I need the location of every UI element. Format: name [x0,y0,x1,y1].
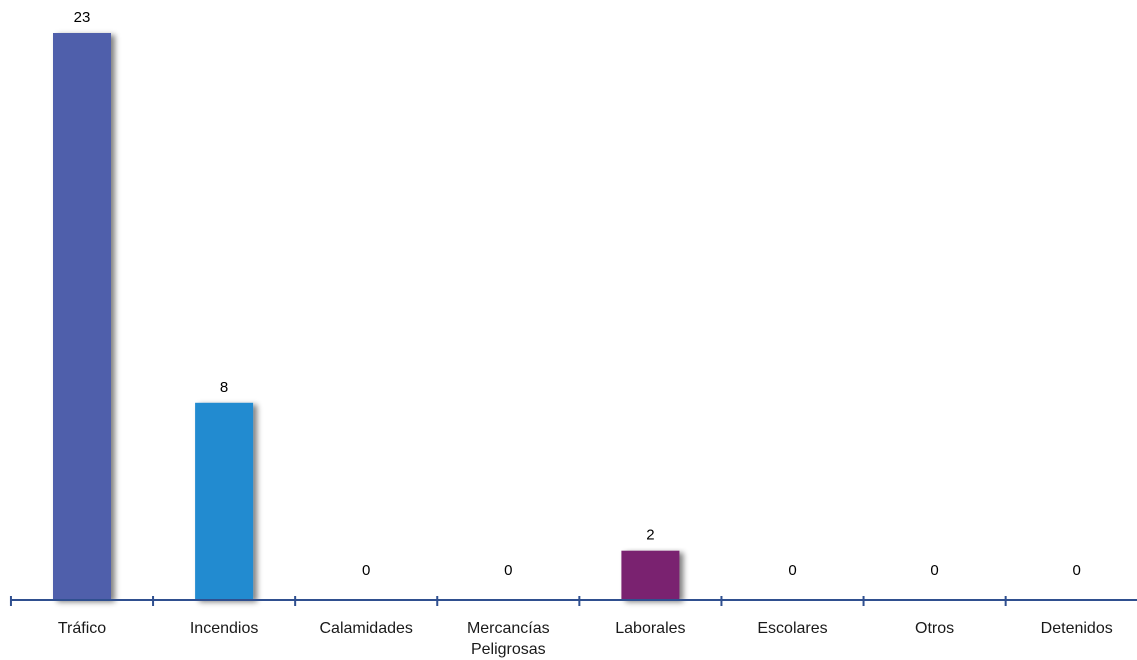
category-label-calamidades: Calamidades [320,620,413,637]
value-label-trafico: 23 [74,9,91,26]
value-label-detenidos: 0 [1073,562,1081,579]
x-axis [9,596,1137,606]
category-labels-layer: Tráfico Incendios Calamidades Mercancías Pel… [58,620,1113,658]
value-labels-layer: 23 8 0 0 2 0 0 0 [74,9,1081,579]
category-label-trafico: Tráfico [58,620,106,637]
value-label-escolares: 0 [788,562,796,579]
bars-layer [53,33,680,600]
value-label-calamidades: 0 [362,562,370,579]
bar-incendios [195,402,254,600]
category-label-otros: Otros [915,620,954,637]
category-label-detenidos: Detenidos [1041,620,1113,637]
value-label-mercancias-peligrosas: 0 [504,562,512,579]
bar-laborales [621,550,680,600]
bar-trafico [53,33,111,600]
value-label-laborales: 2 [646,527,654,544]
value-label-otros: 0 [930,562,938,579]
category-label-mercancias-peligrosas: Mercancías Peligrosas [467,620,550,658]
value-label-incendios: 8 [220,379,228,396]
category-label-laborales: Laborales [615,620,685,637]
category-label-incendios: Incendios [190,620,259,637]
category-label-escolares: Escolares [757,620,827,637]
